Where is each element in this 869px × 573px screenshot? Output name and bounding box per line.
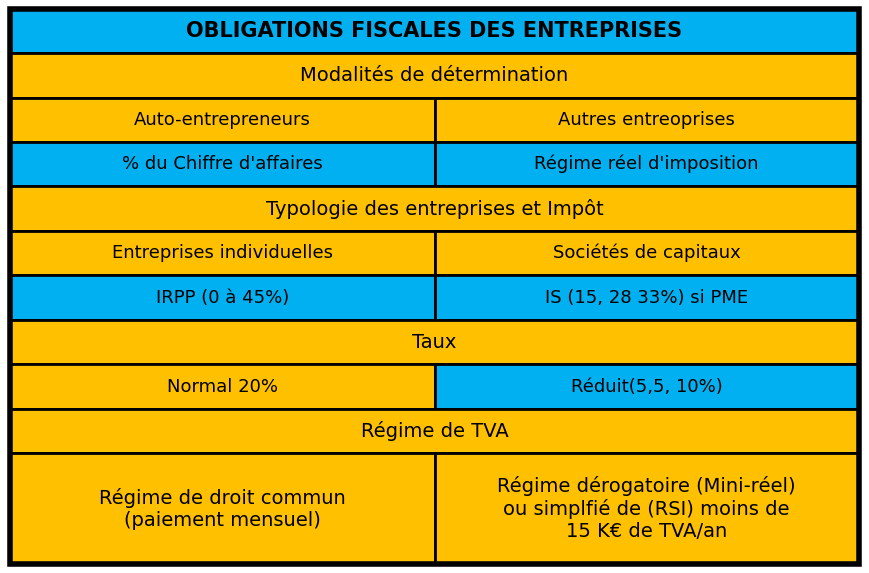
Bar xyxy=(10,97,434,142)
Bar xyxy=(10,53,859,97)
Text: Typologie des entreprises et Impôt: Typologie des entreprises et Impôt xyxy=(266,199,603,219)
Text: Régime de droit commun
(paiement mensuel): Régime de droit commun (paiement mensuel… xyxy=(99,488,346,530)
Bar xyxy=(10,231,434,276)
Text: Modalités de détermination: Modalités de détermination xyxy=(301,66,568,85)
Text: IRPP (0 à 45%): IRPP (0 à 45%) xyxy=(156,289,289,307)
Bar xyxy=(10,276,434,320)
Text: Réduit(5,5, 10%): Réduit(5,5, 10%) xyxy=(571,378,722,395)
Bar xyxy=(434,364,859,409)
Bar xyxy=(10,409,859,453)
Text: Taux: Taux xyxy=(412,332,457,352)
Text: Régime dérogatoire (Mini-réel)
ou simplfié de (RSI) moins de
15 K€ de TVA/an: Régime dérogatoire (Mini-réel) ou simplf… xyxy=(497,476,796,541)
Text: Entreprises individuelles: Entreprises individuelles xyxy=(112,244,333,262)
Text: OBLIGATIONS FISCALES DES ENTREPRISES: OBLIGATIONS FISCALES DES ENTREPRISES xyxy=(187,21,682,41)
Text: Auto-entrepreneurs: Auto-entrepreneurs xyxy=(134,111,311,129)
Bar xyxy=(434,97,859,142)
Bar xyxy=(434,231,859,276)
Bar xyxy=(10,453,434,564)
Bar xyxy=(10,364,434,409)
Text: % du Chiffre d'affaires: % du Chiffre d'affaires xyxy=(122,155,323,173)
Bar xyxy=(10,320,859,364)
Text: Autres entreoprises: Autres entreoprises xyxy=(558,111,735,129)
Bar xyxy=(10,142,434,186)
Bar xyxy=(434,142,859,186)
Text: IS (15, 28 33%) si PME: IS (15, 28 33%) si PME xyxy=(545,289,748,307)
Bar xyxy=(10,186,859,231)
Text: Sociétés de capitaux: Sociétés de capitaux xyxy=(553,244,740,262)
Text: Régime réel d'imposition: Régime réel d'imposition xyxy=(534,155,759,174)
Text: Normal 20%: Normal 20% xyxy=(167,378,278,395)
Bar xyxy=(10,9,859,53)
Bar xyxy=(434,453,859,564)
Bar xyxy=(434,276,859,320)
Text: Régime de TVA: Régime de TVA xyxy=(361,421,508,441)
